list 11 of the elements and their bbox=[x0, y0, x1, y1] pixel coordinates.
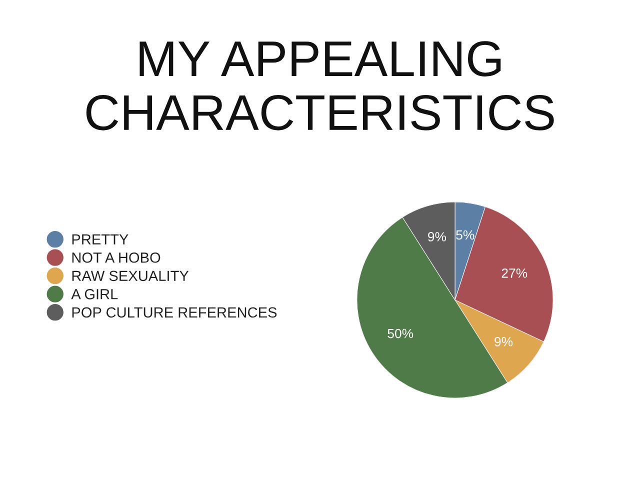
legend-label: PRETTY bbox=[72, 234, 128, 244]
legend-label: NOT A HOBO bbox=[72, 252, 160, 263]
legend-label: POP CULTURE REFERENCES bbox=[72, 307, 277, 318]
data-label: 27% bbox=[502, 268, 528, 278]
data-label: 9% bbox=[428, 232, 446, 242]
legend-label: A GIRL bbox=[71, 289, 118, 300]
data-label: 9% bbox=[494, 336, 513, 346]
data-label: 50% bbox=[388, 328, 414, 338]
data-label: 5% bbox=[456, 230, 474, 240]
chart-title: MY APPEALING CHARACTERISTICS bbox=[86, 41, 554, 130]
legend-label: RAW SEXUALITY bbox=[72, 270, 189, 282]
